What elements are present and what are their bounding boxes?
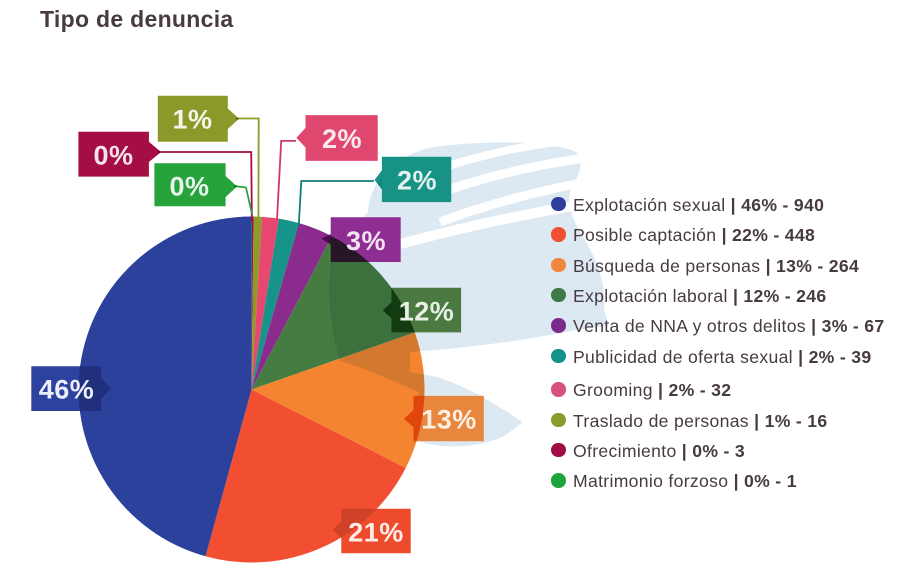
svg-text:3%: 3% [346,226,386,256]
svg-text:0%: 0% [169,172,209,202]
svg-text:0%: 0% [93,141,133,171]
svg-text:1%: 1% [172,105,212,135]
svg-text:21%: 21% [348,518,404,548]
svg-text:46%: 46% [39,375,95,405]
svg-text:2%: 2% [322,124,362,154]
svg-text:12%: 12% [399,297,455,327]
svg-text:13%: 13% [421,405,477,435]
svg-text:2%: 2% [397,166,437,196]
